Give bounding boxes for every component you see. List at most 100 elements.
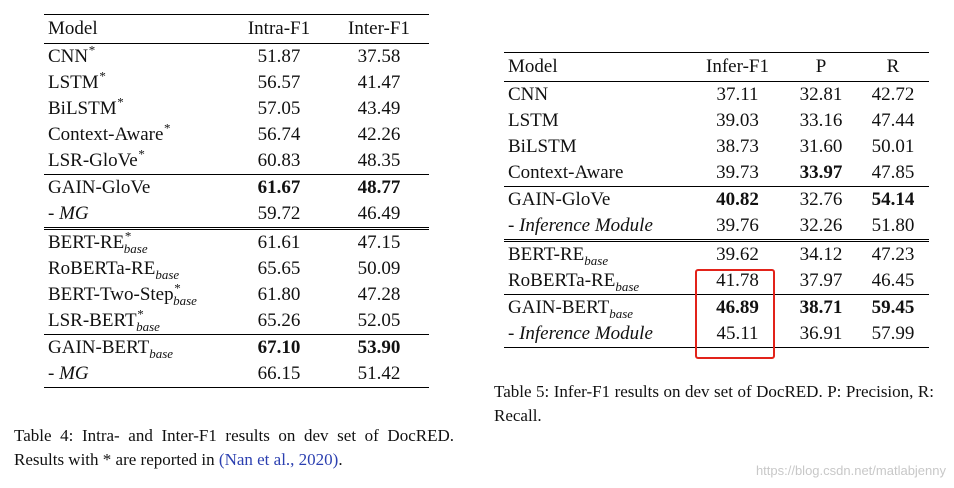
model-name: - MG (48, 203, 89, 224)
recall-value: 47.23 (857, 239, 929, 268)
inter-f1-value: 42.26 (357, 124, 401, 145)
precision-value: 32.76 (785, 186, 857, 213)
column-header-model: Model (44, 14, 229, 44)
precision-value: 32.26 (799, 215, 843, 236)
table-row: BiLSTM 38.73 31.60 50.01 (504, 134, 929, 160)
model-name: RoBERTa-RE (48, 258, 156, 279)
table-row: - MG 66.15 51.42 (44, 361, 429, 388)
model-name: Context-Aware (508, 162, 624, 183)
precision-value: 38.71 (785, 294, 857, 321)
inter-f1-value: 52.05 (357, 310, 401, 331)
model-name: LSTM (508, 110, 559, 131)
column-header-model: Model (504, 52, 690, 82)
inter-f1-value: 43.49 (357, 98, 401, 119)
model-name: - Inference Module (504, 321, 690, 348)
table-header-row: Model Intra-F1 Inter-F1 (44, 14, 429, 44)
model-name: GAIN-GloVe (48, 177, 151, 198)
watermark: https://blog.csdn.net/matlabjenny (755, 463, 946, 478)
table-5: Model Infer-F1 P R CNN 37.11 32.81 42.72… (504, 52, 929, 348)
precision-value: 33.97 (799, 162, 843, 183)
table-4-caption: Table 4: Intra- and Inter-F1 results on … (14, 426, 454, 469)
recall-value: 51.80 (871, 215, 915, 236)
inter-f1-value: 51.42 (329, 361, 429, 388)
infer-f1-value: 46.89 (690, 294, 785, 321)
column-header-intra-f1: Intra-F1 (229, 14, 329, 44)
model-name: BiLSTM (48, 98, 117, 119)
recall-value: 54.14 (857, 186, 929, 213)
table-row: GAIN-GloVe 40.82 32.76 54.14 (504, 186, 929, 213)
precision-value: 32.81 (785, 81, 857, 108)
model-name: BERT-RE (508, 244, 585, 265)
model-name: - Inference Module (508, 215, 653, 236)
citation-link[interactable]: (Nan et al., 2020) (218, 450, 339, 469)
infer-f1-value: 39.76 (716, 215, 759, 236)
precision-value: 36.91 (785, 321, 857, 348)
model-name: RoBERTa-RE (508, 270, 616, 291)
model-name: LSR-GloVe (48, 150, 138, 171)
model-name: GAIN-BERT (508, 297, 610, 318)
table-row: LSR-GloVe* 60.83 48.35 (44, 148, 429, 175)
inter-f1-value: 48.35 (357, 150, 401, 171)
table-row: BERT-Two-Step*base 61.80 47.28 (44, 282, 429, 308)
table-row: LSTM* 56.57 41.47 (44, 70, 429, 96)
inter-f1-value: 48.77 (329, 174, 429, 201)
infer-f1-value: 38.73 (716, 136, 759, 157)
table-row: RoBERTa-REbase 41.78 37.97 46.45 (504, 268, 929, 295)
table-row: BiLSTM* 57.05 43.49 (44, 96, 429, 122)
intra-f1-value: 56.57 (257, 72, 301, 93)
inter-f1-value: 47.28 (357, 284, 401, 305)
inter-f1-value: 41.47 (357, 72, 401, 93)
intra-f1-value: 66.15 (229, 361, 329, 388)
model-name: BERT-RE (48, 232, 125, 253)
table-row: GAIN-GloVe 61.67 48.77 (44, 174, 429, 201)
intra-f1-value: 51.87 (229, 43, 329, 70)
table-row: - Inference Module 39.76 32.26 51.80 (504, 213, 929, 241)
table-header-row: Model Infer-F1 P R (504, 52, 929, 82)
intra-f1-value: 59.72 (257, 203, 301, 224)
column-header-recall: R (857, 52, 929, 82)
recall-value: 57.99 (857, 321, 929, 348)
infer-f1-value: 41.78 (716, 270, 759, 291)
infer-f1-value: 39.73 (716, 162, 759, 183)
infer-f1-value: 39.03 (716, 110, 759, 131)
intra-f1-value: 56.74 (257, 124, 301, 145)
table-row: GAIN-BERTbase 67.10 53.90 (44, 334, 429, 361)
table-row: - Inference Module 45.11 36.91 57.99 (504, 321, 929, 348)
column-header-inter-f1: Inter-F1 (329, 14, 429, 44)
table-row: BERT-REbase 39.62 34.12 47.23 (504, 239, 929, 268)
column-header-precision: P (785, 52, 857, 82)
recall-value: 50.01 (871, 136, 915, 157)
table-row: RoBERTa-REbase 65.65 50.09 (44, 256, 429, 282)
model-name: - MG (48, 363, 89, 384)
intra-f1-value: 65.26 (257, 310, 301, 331)
intra-f1-value: 61.80 (257, 284, 301, 305)
table-row: Context-Aware* 56.74 42.26 (44, 122, 429, 148)
model-name: BERT-Two-Step (48, 284, 174, 305)
precision-value: 37.97 (799, 270, 843, 291)
table-row: - MG 59.72 46.49 (44, 201, 429, 229)
recall-value: 59.45 (857, 294, 929, 321)
intra-f1-value: 67.10 (229, 334, 329, 361)
infer-f1-value: 37.11 (690, 81, 785, 108)
table-row: LSR-BERT*base 65.26 52.05 (44, 308, 429, 335)
recall-value: 42.72 (857, 81, 929, 108)
model-name: GAIN-BERT (48, 337, 150, 358)
table-row: Context-Aware 39.73 33.97 47.85 (504, 160, 929, 187)
column-header-infer-f1: Infer-F1 (690, 52, 785, 82)
intra-f1-value: 57.05 (257, 98, 301, 119)
model-name: LSR-BERT (48, 310, 137, 331)
model-name: BiLSTM (508, 136, 577, 157)
intra-f1-value: 61.61 (229, 227, 329, 256)
table-4: Model Intra-F1 Inter-F1 CNN* 51.87 37.58… (44, 14, 429, 388)
model-name: CNN (48, 46, 89, 67)
model-name: LSTM (48, 72, 99, 93)
table-row: CNN 37.11 32.81 42.72 (504, 81, 929, 108)
table-row: LSTM 39.03 33.16 47.44 (504, 108, 929, 134)
intra-f1-value: 61.67 (229, 174, 329, 201)
inter-f1-value: 37.58 (329, 43, 429, 70)
table-row: CNN* 51.87 37.58 (44, 43, 429, 70)
table-row: GAIN-BERTbase 46.89 38.71 59.45 (504, 294, 929, 321)
infer-f1-value: 45.11 (690, 321, 785, 348)
precision-value: 33.16 (799, 110, 843, 131)
table-5-caption: Table 5: Infer-F1 results on dev set of … (494, 382, 934, 425)
